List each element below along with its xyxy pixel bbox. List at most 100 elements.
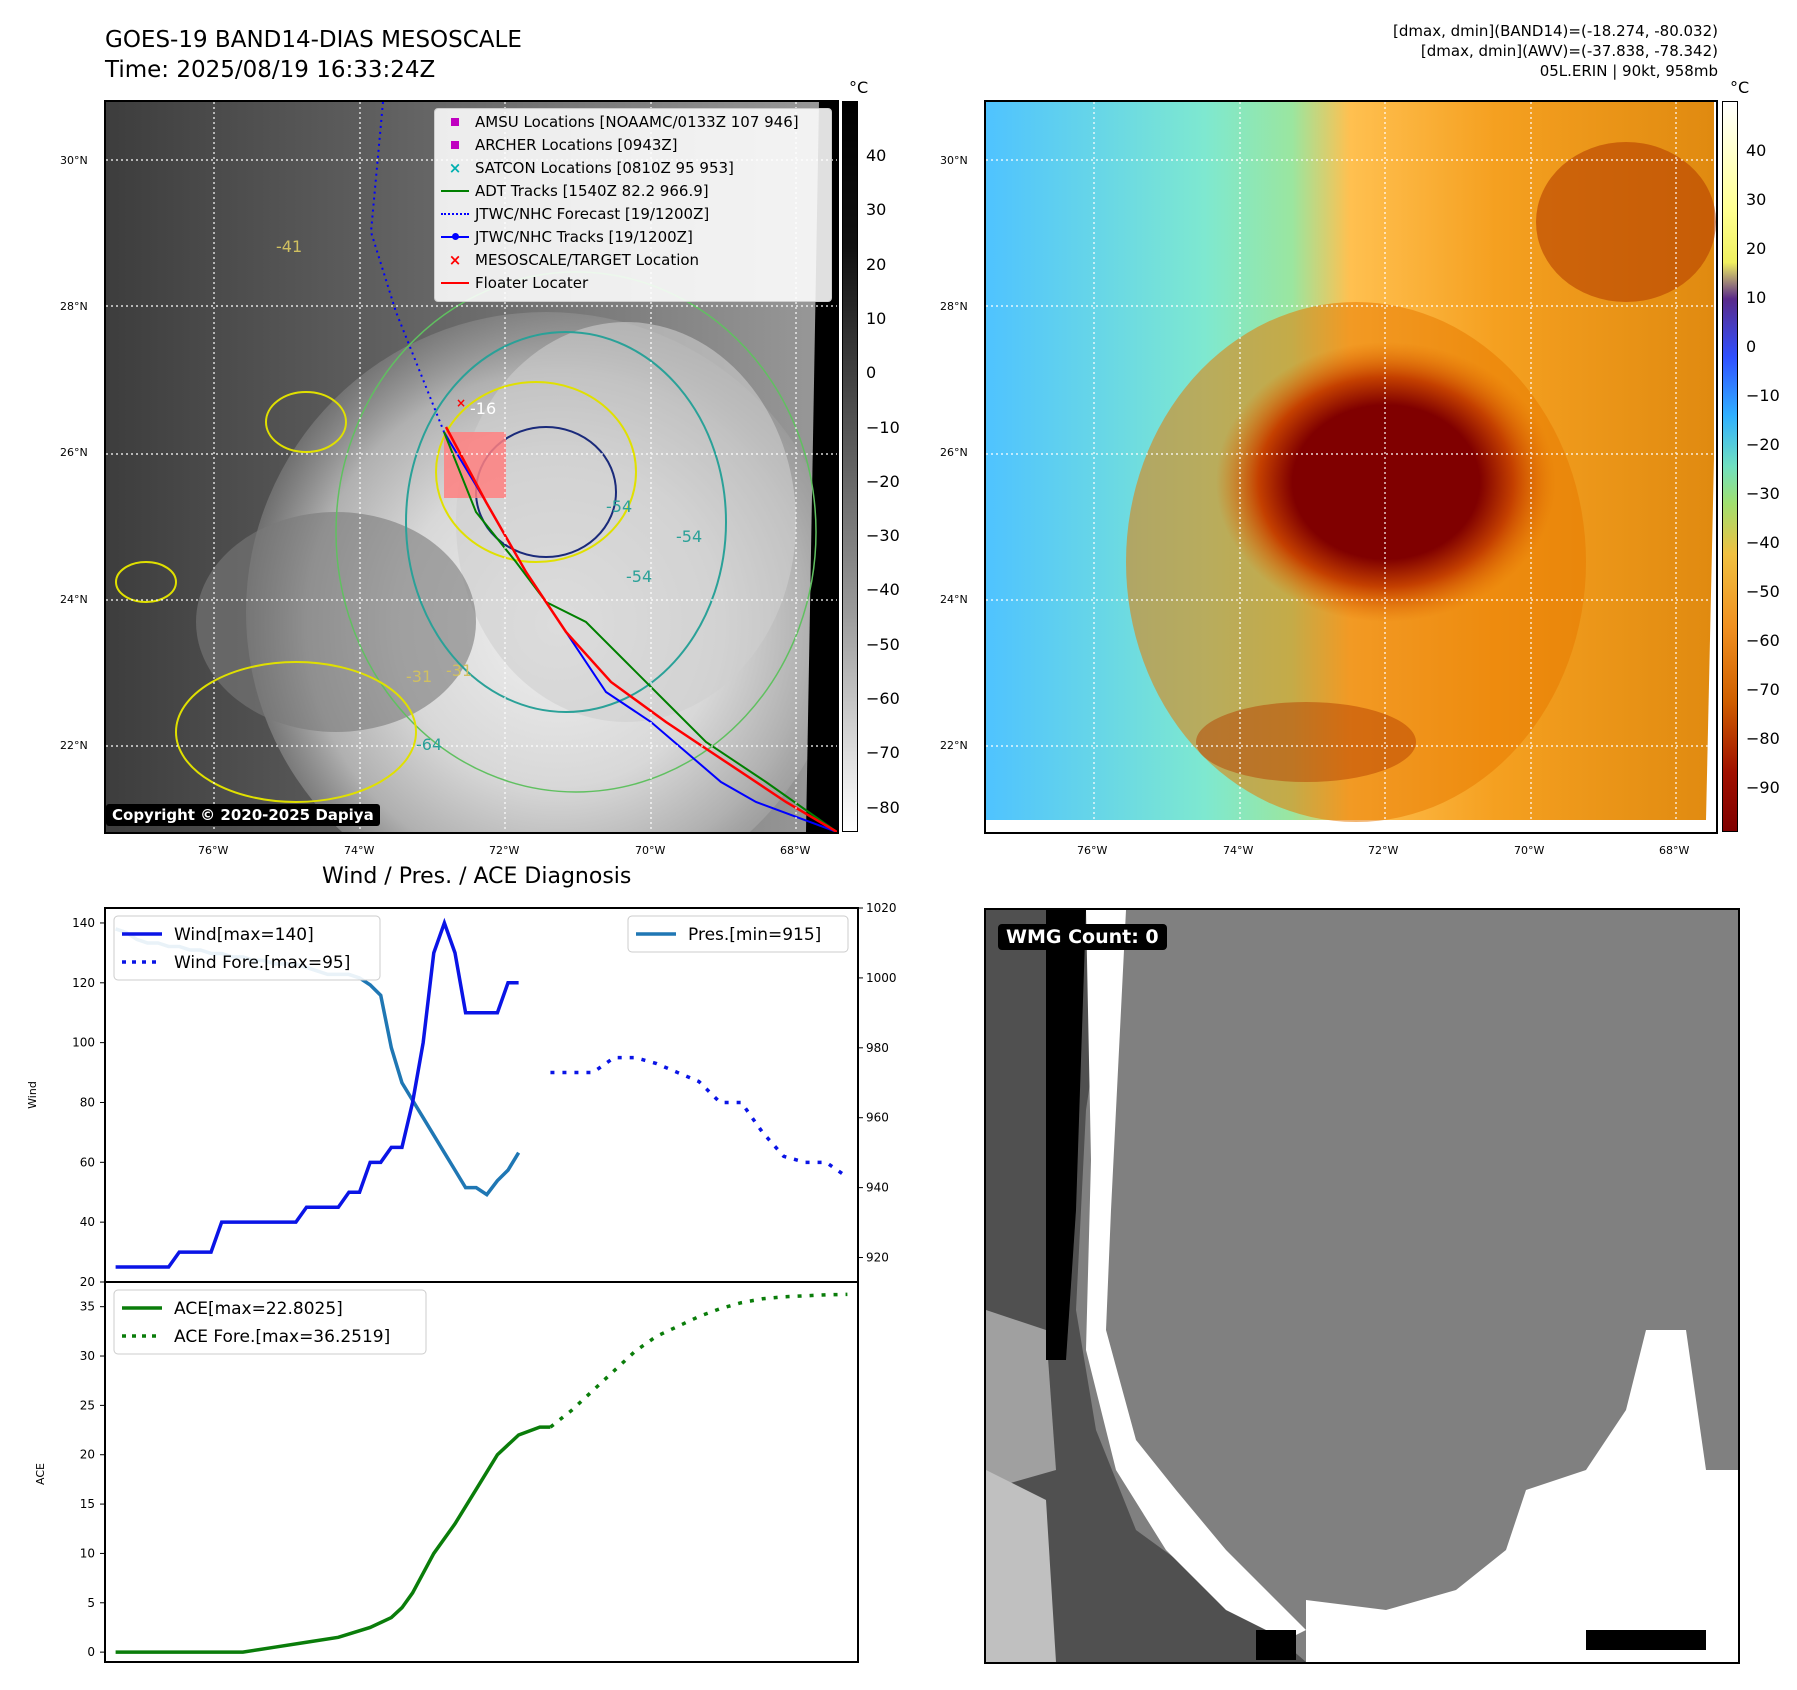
contour-label: -31 <box>446 661 472 680</box>
diagnosis-chart: 1401201008060402010201000980960940920353… <box>26 901 897 1663</box>
ace-forecast-line <box>549 1292 848 1429</box>
pressure-tick-label: 960 <box>866 1111 889 1125</box>
storm-info: 05L.ERIN | 90kt, 958mb <box>1539 62 1718 80</box>
ace-tick-label: 25 <box>80 1398 95 1412</box>
chart-frame <box>104 907 859 1663</box>
wind-forecast-line <box>550 1055 849 1179</box>
chart-time: Time: 2025/08/19 16:33:24Z <box>105 57 436 83</box>
contour-label: -16 <box>470 399 496 418</box>
colorbar-tick: −60 <box>1746 631 1780 650</box>
wind-tick-label: 120 <box>72 976 95 990</box>
colorbar-tick: 20 <box>866 254 887 274</box>
legend-item-tracks: JTWC/NHC Tracks [19/1200Z] <box>435 226 693 248</box>
ace-tick-label: 35 <box>80 1300 95 1314</box>
colorbar-tick: 30 <box>1746 190 1767 209</box>
lat-label: 28°N <box>940 300 968 313</box>
map-legend: AMSU Locations [NOAAMC/0133Z 107 946] AR… <box>434 108 832 302</box>
lat-label: 26°N <box>60 446 88 459</box>
colorbar-unit: °C <box>849 78 869 97</box>
cloud-patch <box>196 512 476 732</box>
red-line-icon <box>435 282 475 284</box>
legend-item-adt: ADT Tracks [1540Z 82.2 966.9] <box>435 180 709 202</box>
colorbar-tick: −80 <box>866 797 900 817</box>
wmg-svg <box>986 910 1738 1662</box>
colorbar-tick: −50 <box>1746 582 1780 601</box>
colorbar-unit: °C <box>1730 78 1750 97</box>
contour-label: -54 <box>676 527 702 546</box>
legend-item-archer: ARCHER Locations [0943Z] <box>435 134 678 156</box>
cold-patch <box>1196 702 1416 782</box>
contour-label: -54 <box>626 567 652 586</box>
diagnosis-title: Wind / Pres. / ACE Diagnosis <box>322 864 632 889</box>
legend-item-amsu: AMSU Locations [NOAAMC/0133Z 107 946] <box>435 111 799 133</box>
colorbar-tick: −80 <box>1746 729 1780 748</box>
contour-yellow <box>435 381 637 563</box>
wind-line <box>115 917 519 1269</box>
lon-label: 68°W <box>780 844 811 857</box>
lat-label: 28°N <box>60 300 88 313</box>
wind-tick-label: 80 <box>80 1095 95 1109</box>
legend-label: JTWC/NHC Forecast [19/1200Z] <box>475 205 710 223</box>
legend-label: ARCHER Locations [0943Z] <box>475 136 678 154</box>
colorbar-tick: −60 <box>866 689 900 708</box>
legend-item-satcon: × SATCON Locations [0810Z 95 953] <box>435 157 734 179</box>
cyan-x-icon: × <box>448 159 462 177</box>
lat-label: 30°N <box>940 154 968 167</box>
colorbar-tick: −40 <box>1746 533 1780 552</box>
lat-label: 24°N <box>940 593 968 606</box>
colorbar-tick: −10 <box>866 417 900 437</box>
legend-label: ACE[max=22.8025] <box>174 1299 343 1319</box>
pressure-tick-label: 920 <box>866 1251 889 1265</box>
wind-tick-label: 100 <box>72 1036 95 1050</box>
legend-label: ADT Tracks [1540Z 82.2 966.9] <box>475 182 709 200</box>
cloud-band <box>456 322 796 722</box>
pressure-tick-label: 1000 <box>866 971 897 985</box>
contour-small <box>115 561 177 603</box>
blue-dotted-line-icon <box>435 213 475 215</box>
colorbar-tick: −30 <box>866 526 900 546</box>
target-marker: × <box>456 396 466 410</box>
pressure-tick-label: 1020 <box>866 901 897 915</box>
legend-label: Wind[max=140] <box>174 925 314 945</box>
lat-label: 26°N <box>940 446 968 459</box>
legend-label: SATCON Locations [0810Z 95 953] <box>475 159 734 177</box>
wind-tick-label: 20 <box>80 1275 95 1289</box>
chart-title: GOES-19 BAND14-DIAS MESOSCALE <box>105 27 522 53</box>
lat-label: 24°N <box>60 593 88 606</box>
ace-tick-label: 15 <box>80 1497 95 1511</box>
colorbar-tick: −70 <box>866 743 900 763</box>
green-line-icon <box>435 190 475 192</box>
wmg-panel: WMG Count: 0 <box>984 908 1740 1664</box>
wind-axis-label: Wind <box>26 1081 39 1109</box>
contour-teal <box>405 331 727 713</box>
cold-patch <box>1536 142 1716 302</box>
colorbar-tick: −30 <box>1746 484 1780 503</box>
contour-small <box>265 391 347 453</box>
lon-label: 72°W <box>1368 844 1399 857</box>
legend-item-forecast: JTWC/NHC Forecast [19/1200Z] <box>435 203 709 225</box>
lon-label: 68°W <box>1659 844 1690 857</box>
lon-label: 70°W <box>1514 844 1545 857</box>
wind-tick-label: 60 <box>80 1155 95 1169</box>
lat-label: 22°N <box>60 739 88 752</box>
colorbar-tick: −20 <box>1746 435 1780 454</box>
awv-gridlines <box>986 102 1716 832</box>
lon-label: 72°W <box>489 844 520 857</box>
ir-map-panel: × -16 -54 -54 -54 -31 -31 -41 -64 AMSU L… <box>104 100 839 834</box>
colorbar-tick: 10 <box>866 308 887 328</box>
ace-tick-label: 30 <box>80 1349 95 1363</box>
colorbar-tick: −40 <box>866 580 900 600</box>
legend-label: JTWC/NHC Tracks [19/1200Z] <box>475 228 693 246</box>
copyright-label: Copyright © 2020-2025 Dapiya <box>106 804 380 826</box>
cold-core <box>1216 342 1556 622</box>
colorbar-tick: −10 <box>1746 386 1780 405</box>
red-x-icon: × <box>448 251 462 269</box>
lon-label: 76°W <box>198 844 229 857</box>
wind-tick-label: 40 <box>80 1215 95 1229</box>
chart-legend <box>627 915 849 953</box>
contour-small <box>175 661 417 803</box>
contour-label: -64 <box>416 735 442 754</box>
magenta-square-icon <box>435 118 475 126</box>
lat-label: 22°N <box>940 739 968 752</box>
awv-map-panel <box>984 100 1718 834</box>
